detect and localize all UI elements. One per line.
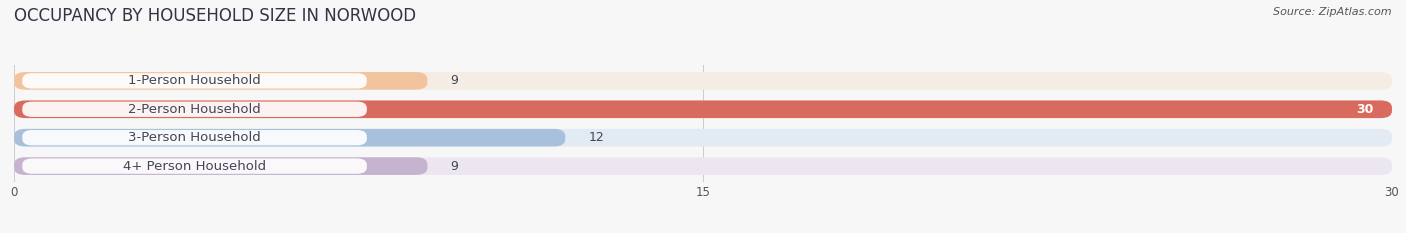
Text: 1-Person Household: 1-Person Household [128,74,262,87]
FancyBboxPatch shape [22,73,367,89]
FancyBboxPatch shape [14,157,1392,175]
FancyBboxPatch shape [14,72,1392,90]
FancyBboxPatch shape [14,100,1392,118]
FancyBboxPatch shape [14,129,1392,147]
FancyBboxPatch shape [22,130,367,145]
Text: OCCUPANCY BY HOUSEHOLD SIZE IN NORWOOD: OCCUPANCY BY HOUSEHOLD SIZE IN NORWOOD [14,7,416,25]
Text: 2-Person Household: 2-Person Household [128,103,262,116]
FancyBboxPatch shape [22,102,367,117]
Text: Source: ZipAtlas.com: Source: ZipAtlas.com [1274,7,1392,17]
FancyBboxPatch shape [14,72,427,90]
FancyBboxPatch shape [14,100,1392,118]
Text: 3-Person Household: 3-Person Household [128,131,262,144]
Text: 30: 30 [1357,103,1374,116]
Text: 4+ Person Household: 4+ Person Household [122,160,266,173]
FancyBboxPatch shape [22,158,367,174]
FancyBboxPatch shape [14,129,565,147]
Text: 9: 9 [450,160,458,173]
Text: 12: 12 [588,131,605,144]
Text: 9: 9 [450,74,458,87]
FancyBboxPatch shape [14,157,427,175]
